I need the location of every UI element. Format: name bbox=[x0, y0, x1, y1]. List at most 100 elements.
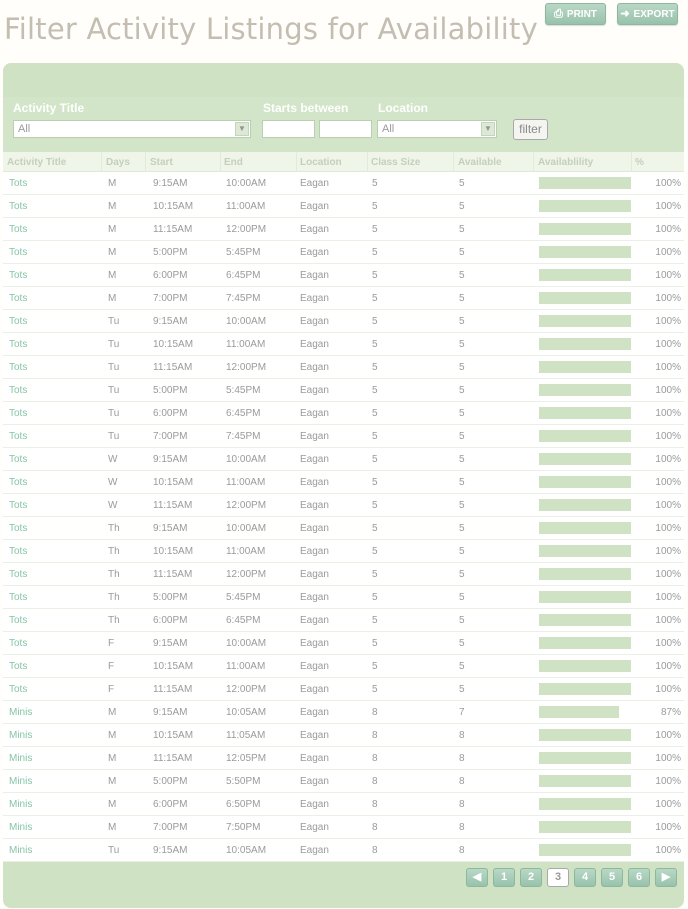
column-header-start[interactable]: Start bbox=[150, 157, 173, 168]
days-cell: F bbox=[108, 684, 115, 695]
print-button[interactable]: ⎙ PRINT bbox=[545, 3, 606, 25]
availability-bar bbox=[539, 453, 631, 465]
activity-title-link[interactable]: Tots bbox=[9, 270, 28, 281]
availability-bar bbox=[539, 775, 631, 787]
table-row: Tots Tu 6:00PM 6:45PM Eagan 5 5 100% bbox=[3, 402, 684, 425]
activity-title-link[interactable]: Tots bbox=[9, 339, 28, 350]
end-cell: 12:00PM bbox=[226, 500, 267, 511]
activity-title-link[interactable]: Minis bbox=[9, 776, 33, 787]
activity-title-link[interactable]: Tots bbox=[9, 569, 28, 580]
activity-title-link[interactable]: Tots bbox=[9, 638, 28, 649]
end-cell: 5:45PM bbox=[226, 385, 261, 396]
availability-bar bbox=[539, 361, 631, 373]
start-cell: 6:00PM bbox=[153, 270, 188, 281]
days-cell: Th bbox=[108, 546, 120, 557]
class-size-cell: 8 bbox=[372, 707, 378, 718]
availability-bar bbox=[539, 499, 631, 511]
table-row: Tots M 6:00PM 6:45PM Eagan 5 5 100% bbox=[3, 264, 684, 287]
page-button-3[interactable]: 3 bbox=[547, 868, 569, 887]
days-cell: Tu bbox=[108, 316, 120, 327]
start-cell: 9:15AM bbox=[153, 454, 188, 465]
start-cell: 11:15AM bbox=[153, 224, 193, 235]
location-cell: Eagan bbox=[300, 546, 329, 557]
activity-title-link[interactable]: Tots bbox=[9, 224, 28, 235]
start-cell: 6:00PM bbox=[153, 408, 188, 419]
activity-title-link[interactable]: Tots bbox=[9, 546, 28, 557]
availability-bar bbox=[539, 338, 631, 350]
activity-title-link[interactable]: Minis bbox=[9, 822, 33, 833]
activity-title-link[interactable]: Minis bbox=[9, 799, 33, 810]
pagination: ◀ 1 2 3 4 5 6 ▶ bbox=[466, 868, 677, 890]
location-cell: Eagan bbox=[300, 661, 329, 672]
activity-title-link[interactable]: Tots bbox=[9, 500, 28, 511]
column-header-available[interactable]: Available bbox=[458, 157, 502, 168]
activity-title-link[interactable]: Tots bbox=[9, 684, 28, 695]
start-from-input[interactable] bbox=[262, 120, 315, 138]
location-cell: Eagan bbox=[300, 845, 329, 856]
activity-title-link[interactable]: Tots bbox=[9, 316, 28, 327]
days-cell: W bbox=[108, 454, 118, 465]
activity-title-link[interactable]: Tots bbox=[9, 201, 28, 212]
availability-bar bbox=[539, 545, 631, 557]
activity-title-link[interactable]: Tots bbox=[9, 615, 28, 626]
column-header-percent[interactable]: % bbox=[635, 157, 644, 168]
activity-title-link[interactable]: Tots bbox=[9, 247, 28, 258]
column-header-activity-title[interactable]: Activity Title bbox=[7, 157, 67, 168]
start-cell: 11:15AM bbox=[153, 684, 193, 695]
available-cell: 5 bbox=[459, 408, 465, 419]
location-cell: Eagan bbox=[300, 523, 329, 534]
end-cell: 10:05AM bbox=[226, 845, 267, 856]
activity-title-link[interactable]: Tots bbox=[9, 592, 28, 603]
start-to-input[interactable] bbox=[319, 120, 372, 138]
activity-title-link[interactable]: Tots bbox=[9, 431, 28, 442]
column-header-availability[interactable]: Availablility bbox=[538, 157, 594, 168]
table-row: Tots Tu 5:00PM 5:45PM Eagan 5 5 100% bbox=[3, 379, 684, 402]
activity-title-select[interactable]: All ▼ bbox=[13, 120, 251, 138]
chevron-left-icon[interactable]: ◀ bbox=[466, 868, 488, 887]
days-cell: Tu bbox=[108, 385, 120, 396]
activity-title-link[interactable]: Tots bbox=[9, 523, 28, 534]
column-header-location[interactable]: Location bbox=[300, 157, 342, 168]
activity-title-link[interactable]: Tots bbox=[9, 408, 28, 419]
filter-button[interactable]: filter bbox=[513, 119, 548, 140]
table-row: Tots M 11:15AM 12:00PM Eagan 5 5 100% bbox=[3, 218, 684, 241]
percent-cell: 100% bbox=[655, 569, 681, 580]
page-button-1[interactable]: 1 bbox=[493, 868, 515, 887]
activity-title-link[interactable]: Tots bbox=[9, 385, 28, 396]
activity-title-link[interactable]: Minis bbox=[9, 753, 33, 764]
column-header-days[interactable]: Days bbox=[106, 157, 130, 168]
available-cell: 7 bbox=[459, 707, 465, 718]
column-header-class-size[interactable]: Class Size bbox=[371, 157, 421, 168]
chevron-right-icon[interactable]: ▶ bbox=[655, 868, 677, 887]
available-cell: 5 bbox=[459, 224, 465, 235]
export-button[interactable]: ➜ EXPORT bbox=[617, 3, 678, 25]
column-header-end[interactable]: End bbox=[224, 157, 243, 168]
percent-cell: 100% bbox=[655, 362, 681, 373]
page-button-2[interactable]: 2 bbox=[520, 868, 542, 887]
end-cell: 10:00AM bbox=[226, 454, 267, 465]
activity-title-link[interactable]: Minis bbox=[9, 730, 33, 741]
page-button-4[interactable]: 4 bbox=[574, 868, 596, 887]
percent-cell: 87% bbox=[660, 707, 681, 718]
availability-bar bbox=[539, 522, 631, 534]
page-button-5[interactable]: 5 bbox=[601, 868, 623, 887]
table-header: Activity Title Days Start End Location C… bbox=[3, 152, 684, 172]
page-button-6[interactable]: 6 bbox=[628, 868, 650, 887]
availability-bar bbox=[539, 614, 631, 626]
activity-title-link[interactable]: Tots bbox=[9, 362, 28, 373]
activity-title-link[interactable]: Tots bbox=[9, 178, 28, 189]
class-size-cell: 5 bbox=[372, 592, 378, 603]
activity-title-link[interactable]: Minis bbox=[9, 845, 33, 856]
start-cell: 6:00PM bbox=[153, 615, 188, 626]
activity-title-link[interactable]: Tots bbox=[9, 661, 28, 672]
location-select[interactable]: All ▼ bbox=[377, 120, 497, 138]
table-row: Tots Tu 9:15AM 10:00AM Eagan 5 5 100% bbox=[3, 310, 684, 333]
activity-title-link[interactable]: Tots bbox=[9, 454, 28, 465]
activity-title-link[interactable]: Minis bbox=[9, 707, 33, 718]
activity-title-link[interactable]: Tots bbox=[9, 477, 28, 488]
class-size-cell: 5 bbox=[372, 661, 378, 672]
end-cell: 7:45PM bbox=[226, 293, 261, 304]
activity-title-link[interactable]: Tots bbox=[9, 293, 28, 304]
availability-bar bbox=[539, 660, 631, 672]
available-cell: 8 bbox=[459, 753, 465, 764]
